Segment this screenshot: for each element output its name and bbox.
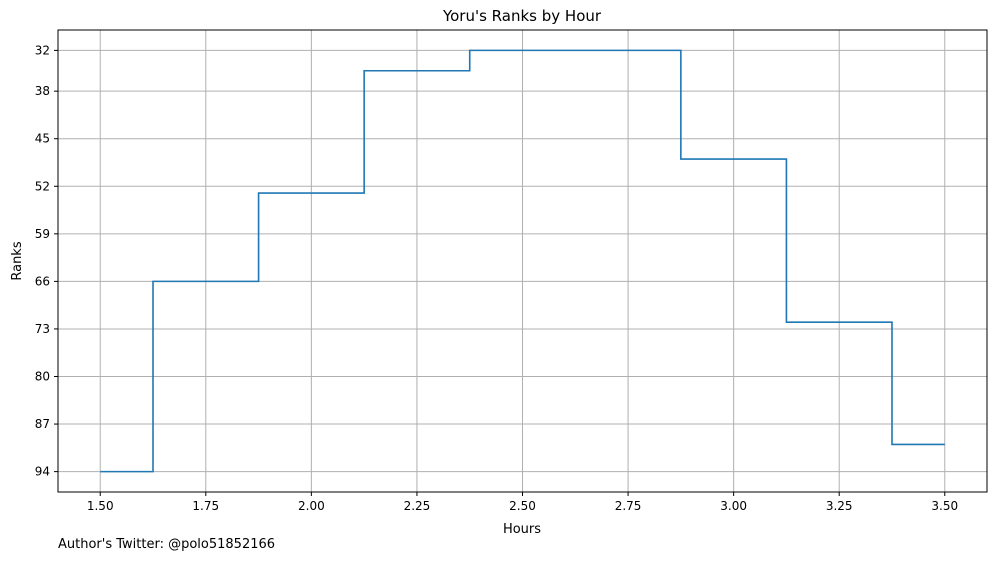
x-tick-label: 1.50 — [87, 499, 114, 513]
series-step-line — [100, 49, 945, 473]
y-tick-label: 52 — [35, 179, 50, 193]
y-tick-label: 73 — [35, 322, 50, 336]
x-tick-label: 2.00 — [298, 499, 325, 513]
x-tick-label: 3.00 — [720, 499, 747, 513]
x-tick-label: 1.75 — [192, 499, 219, 513]
y-tick-label: 59 — [35, 227, 50, 241]
y-tick-label: 94 — [35, 465, 50, 479]
x-axis-ticks: 1.50 1.75 2.00 2.25 2.50 2.75 3.00 3.25 3.50 — [87, 492, 958, 513]
x-tick-label: 3.25 — [826, 499, 853, 513]
x-tick-label: 2.50 — [509, 499, 536, 513]
chart-title: Yoru's Ranks by Hour — [442, 7, 602, 25]
y-tick-label: 38 — [35, 84, 50, 98]
y-axis-ticks: 32 38 45 52 59 66 73 80 87 94 — [35, 43, 58, 479]
x-tick-label: 3.50 — [931, 499, 958, 513]
author-credit: Author's Twitter: @polo51852166 — [58, 537, 276, 552]
x-tick-label: 2.75 — [615, 499, 642, 513]
series-layer — [100, 49, 945, 473]
x-axis-label: Hours — [503, 522, 541, 537]
y-tick-label: 87 — [35, 417, 50, 431]
y-tick-label: 45 — [35, 132, 50, 146]
y-tick-label: 66 — [35, 274, 50, 288]
y-tick-label: 32 — [35, 43, 50, 57]
x-tick-label: 2.25 — [404, 499, 431, 513]
y-tick-label: 80 — [35, 370, 50, 384]
y-axis-label: Ranks — [10, 241, 25, 280]
